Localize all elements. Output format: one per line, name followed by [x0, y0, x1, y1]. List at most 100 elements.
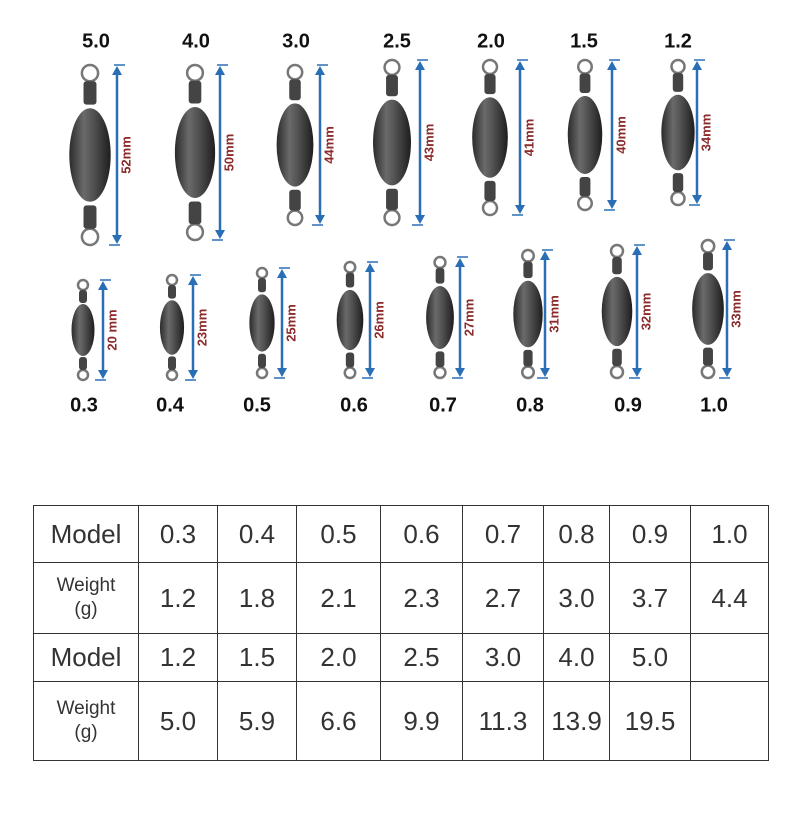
swivel	[523, 261, 533, 279]
table-cell: 0.9	[609, 505, 691, 563]
body	[513, 280, 543, 348]
table-cell: 0.8	[543, 505, 610, 563]
table-cell: 5.0	[138, 681, 218, 761]
eye	[670, 58, 686, 75]
length-label: 20 mm	[104, 309, 119, 350]
sinker	[69, 63, 111, 247]
sinker	[513, 248, 543, 380]
swivel	[579, 177, 591, 197]
swivel	[83, 81, 97, 105]
swivel	[386, 188, 398, 211]
eye	[76, 368, 90, 382]
row-header: Weight (g)	[33, 562, 139, 634]
swivel	[258, 353, 266, 368]
length-label: 40mm	[613, 116, 628, 154]
swivel	[83, 205, 97, 229]
length-label: 23mm	[194, 309, 209, 347]
arrow-head	[277, 269, 287, 278]
body	[426, 286, 454, 349]
swivel	[435, 351, 445, 368]
eye	[433, 255, 447, 270]
table-cell: 0.3	[138, 505, 218, 563]
arrow-head	[215, 66, 225, 75]
table-cell: 1.5	[217, 633, 297, 682]
length-label: 26mm	[371, 301, 386, 339]
arrow-head	[277, 368, 287, 377]
swivel	[168, 285, 176, 299]
model-label: 0.5	[243, 394, 271, 416]
arrow-head	[455, 368, 465, 377]
empty-cell	[690, 681, 769, 761]
table-cell: 3.7	[609, 562, 691, 634]
eye	[700, 364, 716, 380]
table-cell: 2.0	[296, 633, 381, 682]
arrow-head	[632, 368, 642, 377]
sinker	[159, 273, 185, 382]
arrow-head	[315, 215, 325, 224]
swivel	[79, 290, 87, 303]
body	[249, 294, 275, 352]
sinker	[567, 58, 603, 212]
arrow-head	[315, 66, 325, 75]
length-label: 25mm	[283, 304, 298, 342]
arrow-head	[722, 241, 732, 250]
arrow-head	[215, 230, 225, 239]
table-cell: 4.4	[690, 562, 769, 634]
sinker	[71, 278, 95, 382]
arrow-head	[515, 205, 525, 214]
body	[336, 289, 364, 351]
table-row: Model 0.3 0.4 0.5 0.6 0.7 0.8 0.9 1.0	[33, 505, 769, 563]
eye	[286, 209, 304, 227]
arrow-head	[112, 66, 122, 75]
table-cell: 3.0	[462, 633, 544, 682]
arrow-head	[415, 61, 425, 70]
table-cell: 9.9	[380, 681, 463, 761]
body	[71, 304, 95, 356]
eye	[255, 366, 269, 380]
arrow-head	[607, 200, 617, 209]
swivel	[612, 256, 622, 275]
swivel	[672, 73, 684, 92]
eye	[343, 366, 357, 380]
table-cell: 19.5	[609, 681, 691, 761]
eye	[286, 63, 304, 81]
sinker	[249, 266, 275, 380]
eye	[609, 243, 625, 259]
body	[159, 300, 185, 355]
swivel	[168, 356, 176, 370]
empty-cell	[690, 633, 769, 682]
eye	[185, 223, 205, 242]
arrow-head	[98, 281, 108, 290]
swivel	[258, 278, 266, 293]
eye	[700, 238, 716, 254]
length-label: 43mm	[421, 124, 436, 162]
model-label: 2.0	[477, 30, 505, 52]
table-cell: 2.7	[462, 562, 544, 634]
swivel	[386, 74, 398, 97]
eye	[80, 63, 100, 83]
table-cell: 6.6	[296, 681, 381, 761]
swivel	[484, 73, 496, 95]
table-row: Model 1.2 1.5 2.0 2.5 3.0 4.0 5.0	[33, 633, 769, 682]
length-label: 33mm	[728, 290, 743, 328]
swivel	[289, 79, 301, 101]
swivel	[345, 352, 355, 368]
arrow-head	[415, 215, 425, 224]
table-cell: 2.5	[380, 633, 463, 682]
body	[601, 276, 633, 347]
body	[276, 103, 314, 187]
model-label: 0.4	[156, 394, 185, 416]
eye	[343, 260, 357, 274]
swivel	[289, 189, 301, 211]
length-label: 41mm	[521, 119, 536, 157]
table-cell: 0.5	[296, 505, 381, 563]
spec-table: Model 0.3 0.4 0.5 0.6 0.7 0.8 0.9 1.0 Weight (g) 1…	[33, 505, 769, 761]
swivel	[79, 357, 87, 370]
eye	[255, 266, 269, 280]
body	[472, 97, 508, 178]
model-label: 0.8	[516, 394, 544, 416]
swivel	[703, 347, 713, 366]
table-cell: 1.0	[690, 505, 769, 563]
table-cell: 1.8	[217, 562, 297, 634]
